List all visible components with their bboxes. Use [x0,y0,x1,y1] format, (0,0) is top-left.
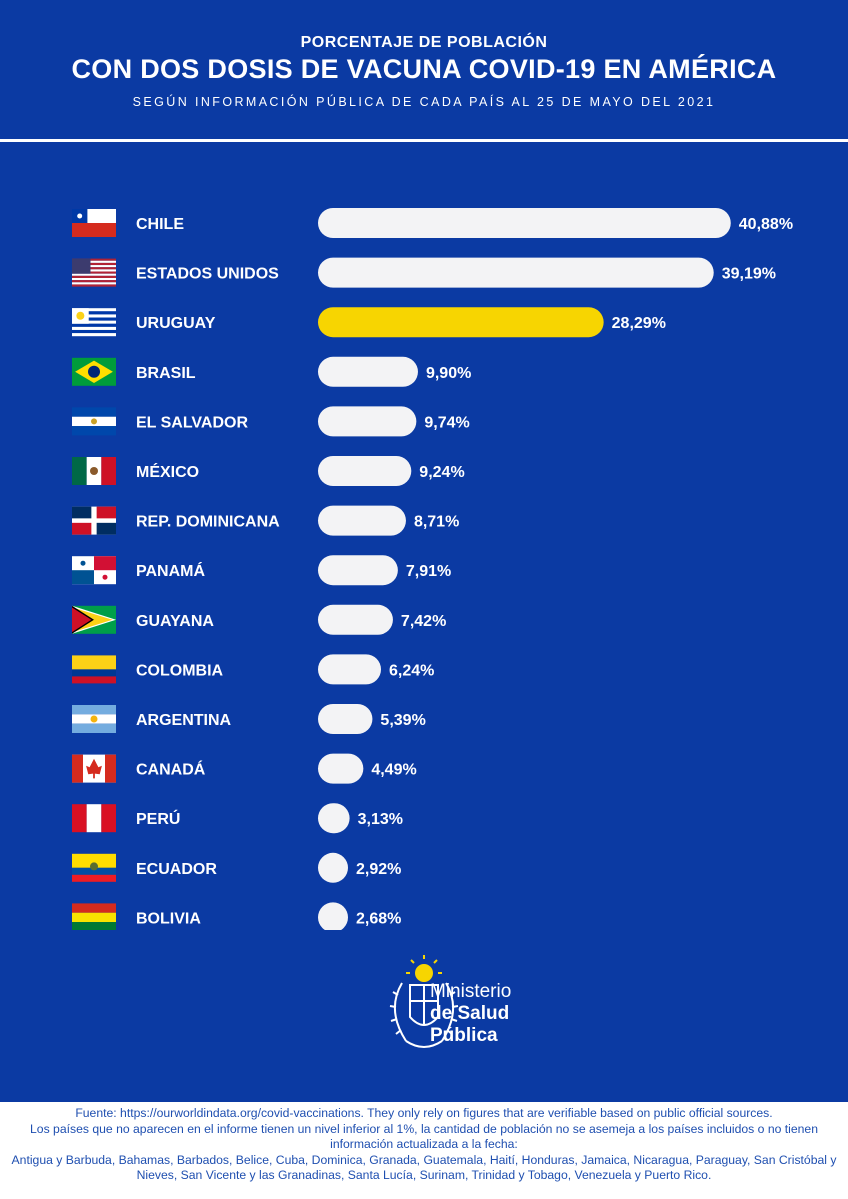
category-label: BOLIVIA [136,910,201,927]
row-mexico: MÉXICO 9,24% [72,456,465,486]
value-label: 9,90% [426,365,471,382]
argentina-flag-icon [72,705,116,733]
value-label: 3,13% [358,811,403,828]
header-divider [0,139,848,142]
bolivia-flag-icon [72,903,116,930]
row-panama: PANAMÁ 7,91% [72,555,451,586]
row-rep-dominicana: REP. DOMINICANA 8,71% [72,505,459,536]
row-el-salvador: EL SALVADOR 9,74% [72,406,470,437]
category-label: ECUADOR [136,861,217,878]
row-brasil: BRASIL 9,90% [72,356,471,387]
category-label: CANADÁ [136,760,206,779]
value-label: 9,24% [419,464,464,481]
category-label: EL SALVADOR [136,414,248,431]
source-footer: Fuente: https://ourworldindata.org/covid… [0,1102,848,1199]
category-label: COLOMBIA [136,662,224,679]
peru-flag-icon [72,804,116,833]
bar [318,852,348,883]
bar [318,257,714,288]
category-label: PERÚ [136,809,180,828]
row-peru: PERÚ 3,13% [72,803,403,834]
bar [318,208,731,238]
category-label: CHILE [136,216,184,233]
bar [318,654,382,685]
value-label: 28,29% [612,315,666,332]
row-ecuador: ECUADOR 2,92% [72,852,401,883]
ministry-line-2: de Salud [430,1003,510,1024]
ministry-line-3: Pública [430,1025,498,1046]
value-label: 9,74% [424,414,469,431]
chile-flag-icon [72,209,116,237]
row-argentina: ARGENTINA 5,39% [72,704,426,734]
category-label: BRASIL [136,365,196,382]
category-label: MÉXICO [136,462,199,481]
bar [318,803,350,834]
pre-title: PORCENTAJE DE POBLACIÓN [300,34,548,51]
category-label: ARGENTINA [136,712,232,729]
value-label: 40,88% [739,216,793,233]
el-salvador-flag-icon [72,407,116,436]
bar-chart: CHILE 40,88% ESTADOS UNIDOS 39,19% URUGUAY 28… [72,208,793,930]
category-label: PANAMÁ [136,561,205,580]
guyana-flag-icon [72,605,116,634]
ministry-name: Ministerio de Salud Pública [430,981,511,1047]
row-colombia: COLOMBIA 6,24% [72,654,434,685]
canada-flag-icon [72,754,116,783]
bar [318,704,373,734]
category-label: URUGUAY [136,315,216,332]
value-label: 7,42% [401,613,446,630]
bar [318,456,412,486]
value-label: 5,39% [380,712,425,729]
ecuador-flag-icon [72,853,116,882]
footer-note: Los países que no aparecen en el informe… [30,1121,818,1152]
bar [318,604,393,635]
bar [318,307,604,338]
dominican-republic-flag-icon [72,506,116,535]
uruguay-flag-icon [72,308,116,337]
bar [318,505,406,536]
row-estados-unidos: ESTADOS UNIDOS 39,19% [72,257,776,288]
row-guayana: GUAYANA 7,42% [72,604,446,635]
value-label: 6,24% [389,662,434,679]
value-label: 4,49% [371,762,416,779]
value-label: 7,91% [406,563,451,580]
bar [318,356,418,387]
bar [318,406,417,437]
category-label: GUAYANA [136,613,214,630]
page-title: CON DOS DOSIS DE VACUNA COVID-19 EN AMÉR… [71,54,777,84]
row-uruguay: URUGUAY 28,29% [72,307,666,338]
mexico-flag-icon [72,457,116,485]
value-label: 39,19% [722,266,776,283]
footer-source: Fuente: https://ourworldindata.org/covid… [75,1106,773,1120]
value-label: 2,92% [356,861,401,878]
subtitle: SEGÚN INFORMACIÓN PÚBLICA DE CADA PAÍS A… [132,95,716,109]
value-label: 2,68% [356,910,401,927]
header: PORCENTAJE DE POBLACIÓN CON DOS DOSIS DE… [0,0,848,140]
panama-flag-icon [72,556,116,585]
footer-countries: Antigua y Barbuda, Bahamas, Barbados, Be… [11,1152,837,1183]
colombia-flag-icon [72,655,116,684]
ministry-line-1: Ministerio [430,981,512,1002]
category-label: ESTADOS UNIDOS [136,266,279,283]
value-label: 8,71% [414,514,459,531]
uruguay-coat-of-arms-icon [389,955,459,1048]
bar [318,555,398,586]
row-chile: CHILE 40,88% [72,208,793,238]
row-canada: CANADÁ 4,49% [72,753,417,784]
row-bolivia: BOLIVIA 2,68% [72,902,401,930]
bar [318,902,348,930]
category-label: REP. DOMINICANA [136,514,280,531]
bar [318,753,364,784]
brazil-flag-icon [72,357,116,386]
usa-flag-icon [72,258,116,287]
